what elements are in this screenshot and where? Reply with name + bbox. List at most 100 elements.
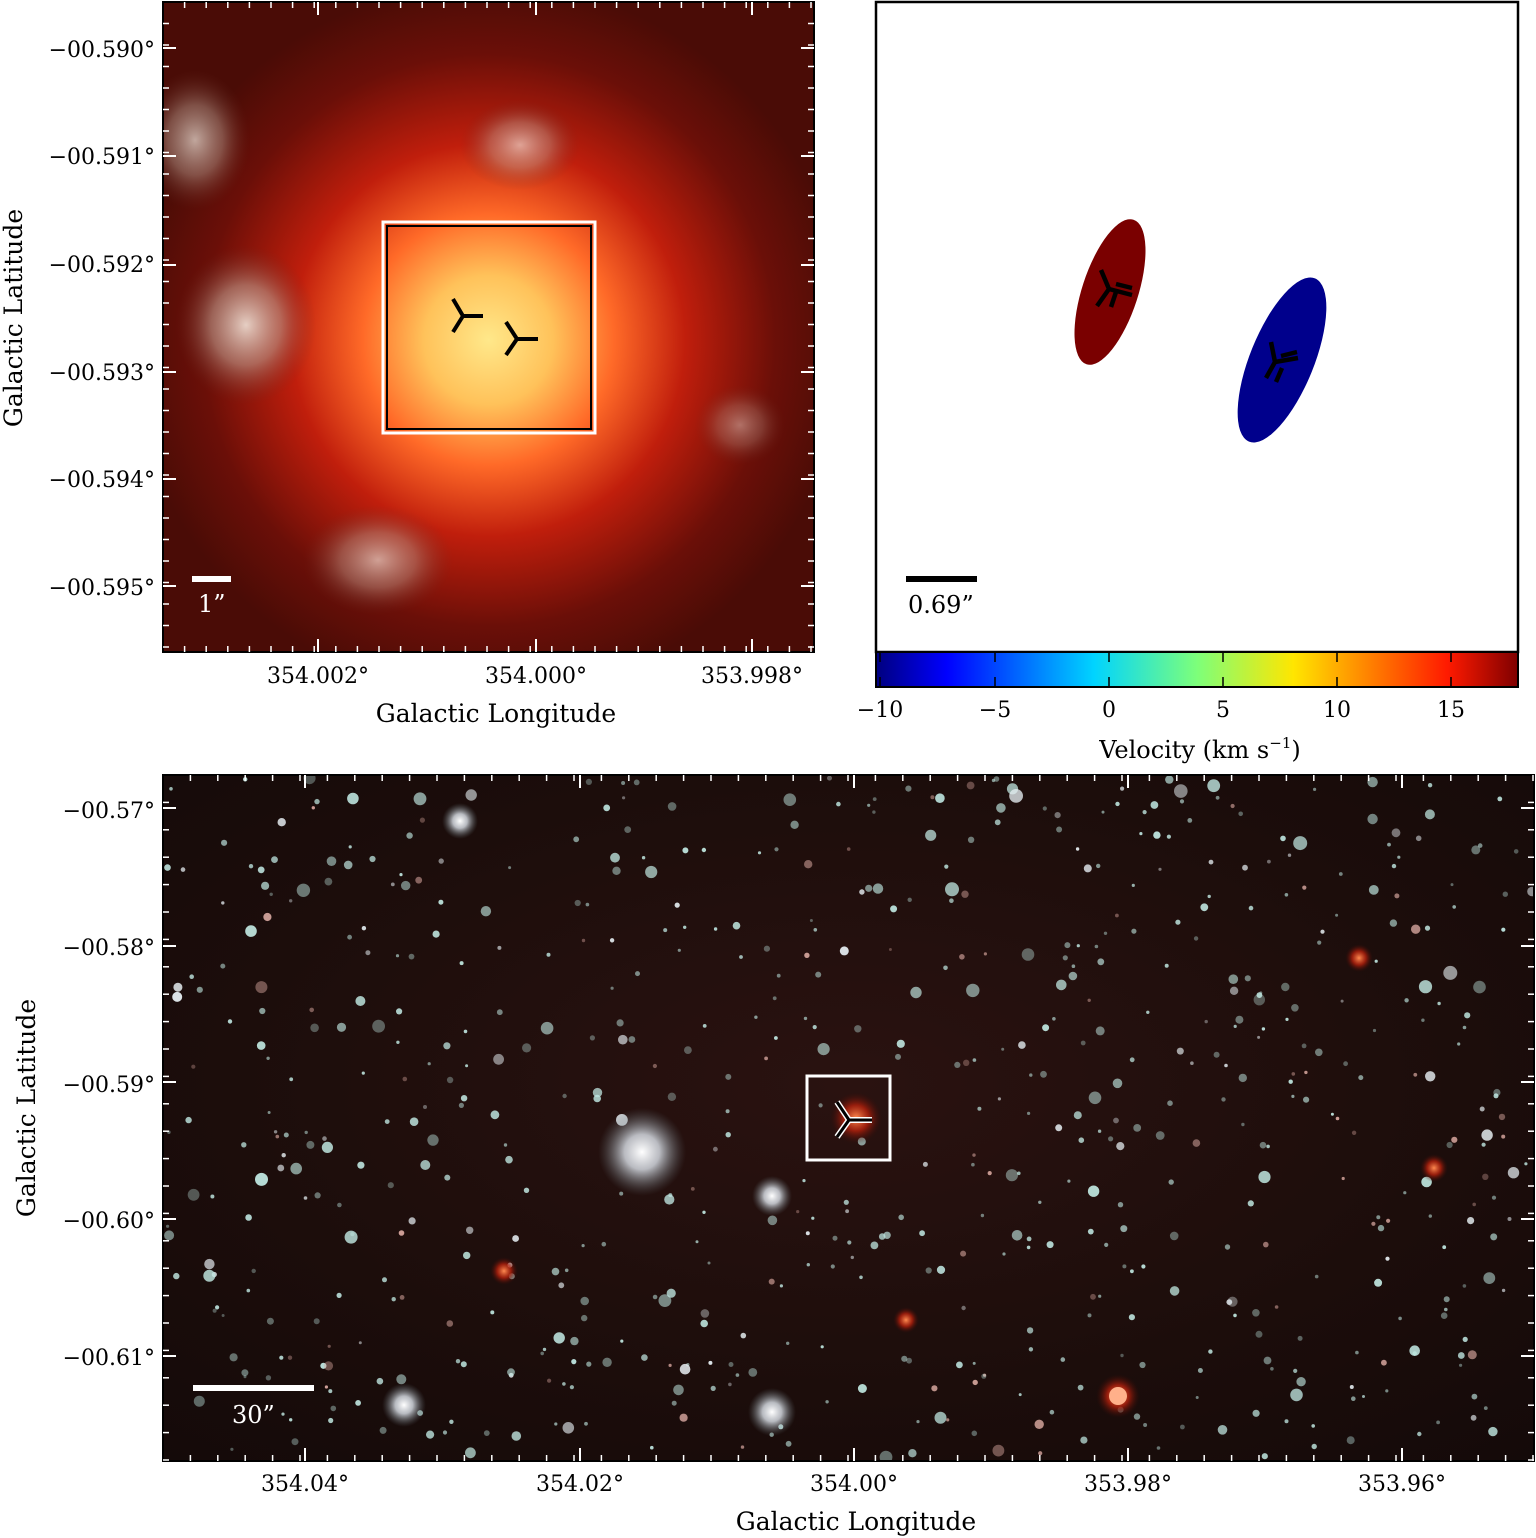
zoom-xtick-label: 353.998°	[701, 664, 803, 689]
star	[1427, 783, 1433, 788]
star	[684, 1046, 692, 1054]
star	[1103, 931, 1108, 935]
star	[573, 836, 580, 843]
star	[221, 901, 225, 905]
star	[1409, 1345, 1420, 1356]
star	[336, 1022, 347, 1032]
star	[1042, 806, 1047, 811]
star	[961, 890, 969, 898]
velocity-panel: 0.69” −10 −5 0 5 10 15 Velocity (km s−1)	[857, 0, 1520, 764]
star	[1459, 1363, 1463, 1367]
star	[700, 1309, 710, 1318]
star	[809, 919, 813, 922]
velocity-frame	[874, 0, 1520, 654]
star	[512, 1235, 519, 1242]
star	[1071, 964, 1076, 968]
star	[303, 1196, 308, 1200]
star	[1501, 927, 1506, 932]
zoom-axis-ticks	[163, 2, 814, 652]
star	[1179, 799, 1185, 804]
star	[1415, 835, 1422, 842]
star	[1266, 1144, 1270, 1149]
colorbar-tick-label: −10	[857, 698, 903, 723]
star	[1446, 1141, 1453, 1149]
star	[944, 864, 949, 869]
star	[1213, 1051, 1220, 1058]
star	[1176, 1047, 1184, 1055]
star	[455, 1359, 461, 1364]
star	[585, 778, 593, 786]
star	[173, 982, 183, 992]
star	[1112, 1078, 1123, 1089]
star	[1291, 1094, 1295, 1098]
star	[324, 1385, 328, 1389]
star	[269, 892, 273, 896]
star	[916, 1420, 920, 1424]
star	[1297, 1335, 1303, 1341]
star	[1349, 1385, 1354, 1389]
star	[379, 1426, 387, 1434]
zoom-scalebar-label: 1”	[198, 590, 226, 618]
star	[1168, 1179, 1174, 1185]
source-marker-1	[451, 297, 483, 334]
star	[774, 1036, 778, 1040]
star	[1227, 1296, 1238, 1307]
star	[872, 883, 884, 894]
star	[949, 898, 954, 903]
star	[419, 817, 425, 823]
star	[925, 829, 937, 841]
star	[185, 1116, 192, 1124]
star	[700, 1319, 708, 1328]
star	[585, 902, 590, 907]
red-star	[1420, 1154, 1448, 1182]
star	[1491, 1195, 1497, 1200]
star	[460, 1095, 468, 1102]
star	[707, 1261, 711, 1265]
star	[480, 906, 492, 917]
star	[1403, 1191, 1407, 1195]
velocity-marker-1	[1095, 269, 1133, 308]
star	[1372, 1028, 1377, 1033]
star	[983, 1373, 987, 1377]
star	[1368, 885, 1379, 895]
star	[732, 921, 741, 930]
star	[166, 1224, 170, 1228]
star	[1195, 1396, 1199, 1399]
colorbar-tick-label: 10	[1323, 698, 1351, 723]
star	[1483, 1272, 1496, 1284]
star	[1290, 1388, 1303, 1402]
star	[1054, 812, 1061, 819]
star	[1351, 1130, 1357, 1136]
star	[1158, 867, 1162, 871]
star	[1242, 864, 1248, 871]
star	[1009, 789, 1023, 803]
star	[465, 1064, 469, 1068]
star	[977, 1106, 982, 1111]
star	[825, 1400, 829, 1404]
star	[1462, 1025, 1467, 1030]
star	[574, 899, 581, 907]
star	[966, 983, 980, 998]
star	[1437, 1001, 1441, 1006]
star	[813, 928, 818, 932]
star	[776, 973, 781, 978]
star	[836, 801, 841, 807]
star	[1418, 980, 1433, 994]
star	[1507, 1167, 1520, 1179]
star	[735, 1373, 740, 1377]
red-star-core	[1109, 1387, 1127, 1405]
star	[361, 1071, 365, 1075]
zoom-ytick-label: −00.595°	[49, 576, 155, 601]
star	[347, 792, 359, 805]
star	[1226, 1299, 1233, 1305]
velocity-source-red	[1074, 219, 1146, 365]
star	[1291, 1072, 1296, 1076]
star	[569, 1385, 575, 1390]
star	[283, 1132, 289, 1138]
star	[1200, 903, 1209, 912]
star	[925, 1267, 932, 1274]
red-star	[1345, 944, 1373, 972]
star	[384, 1119, 390, 1124]
star	[350, 1232, 355, 1237]
wide-marker	[835, 1101, 872, 1138]
